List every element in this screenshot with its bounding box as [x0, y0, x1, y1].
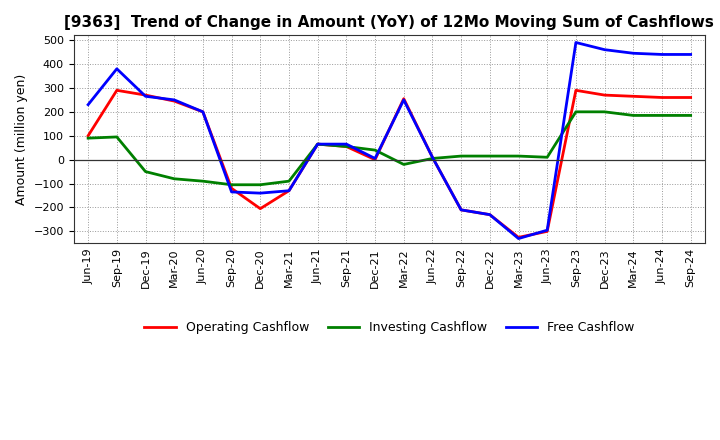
Operating Cashflow: [228, 186, 236, 191]
Investing Cashflow: [199, 179, 207, 184]
Free Cashflow: [141, 94, 150, 99]
Operating Cashflow: [600, 92, 609, 98]
Operating Cashflow: [629, 94, 638, 99]
Free Cashflow: [256, 191, 264, 196]
Investing Cashflow: [284, 179, 293, 184]
Free Cashflow: [199, 109, 207, 114]
Investing Cashflow: [342, 144, 351, 149]
Operating Cashflow: [543, 229, 552, 234]
Operating Cashflow: [284, 188, 293, 193]
Investing Cashflow: [112, 134, 121, 139]
Y-axis label: Amount (million yen): Amount (million yen): [15, 74, 28, 205]
Operating Cashflow: [141, 92, 150, 98]
Free Cashflow: [313, 142, 322, 147]
Investing Cashflow: [428, 156, 437, 161]
Free Cashflow: [170, 97, 179, 103]
Investing Cashflow: [600, 109, 609, 114]
Investing Cashflow: [400, 162, 408, 167]
Investing Cashflow: [543, 154, 552, 160]
Free Cashflow: [629, 51, 638, 56]
Investing Cashflow: [256, 182, 264, 187]
Operating Cashflow: [572, 88, 580, 93]
Operating Cashflow: [485, 212, 494, 217]
Investing Cashflow: [141, 169, 150, 174]
Free Cashflow: [371, 156, 379, 161]
Operating Cashflow: [657, 95, 666, 100]
Investing Cashflow: [228, 182, 236, 187]
Investing Cashflow: [313, 142, 322, 147]
Investing Cashflow: [485, 154, 494, 159]
Free Cashflow: [686, 52, 695, 57]
Investing Cashflow: [170, 176, 179, 181]
Free Cashflow: [228, 189, 236, 194]
Free Cashflow: [456, 207, 465, 213]
Free Cashflow: [485, 212, 494, 217]
Investing Cashflow: [84, 136, 92, 141]
Operating Cashflow: [371, 157, 379, 162]
Free Cashflow: [342, 142, 351, 147]
Free Cashflow: [284, 188, 293, 193]
Operating Cashflow: [199, 109, 207, 114]
Legend: Operating Cashflow, Investing Cashflow, Free Cashflow: Operating Cashflow, Investing Cashflow, …: [140, 316, 639, 339]
Free Cashflow: [543, 227, 552, 233]
Line: Operating Cashflow: Operating Cashflow: [88, 90, 690, 237]
Investing Cashflow: [514, 154, 523, 159]
Operating Cashflow: [112, 88, 121, 93]
Title: [9363]  Trend of Change in Amount (YoY) of 12Mo Moving Sum of Cashflows: [9363] Trend of Change in Amount (YoY) o…: [65, 15, 714, 30]
Free Cashflow: [112, 66, 121, 71]
Operating Cashflow: [428, 154, 437, 160]
Investing Cashflow: [629, 113, 638, 118]
Free Cashflow: [600, 47, 609, 52]
Operating Cashflow: [256, 206, 264, 211]
Operating Cashflow: [84, 133, 92, 139]
Operating Cashflow: [456, 207, 465, 213]
Investing Cashflow: [371, 147, 379, 153]
Free Cashflow: [657, 52, 666, 57]
Investing Cashflow: [572, 109, 580, 114]
Investing Cashflow: [657, 113, 666, 118]
Free Cashflow: [572, 40, 580, 45]
Free Cashflow: [400, 97, 408, 103]
Free Cashflow: [428, 154, 437, 160]
Operating Cashflow: [400, 96, 408, 101]
Free Cashflow: [514, 236, 523, 241]
Operating Cashflow: [514, 235, 523, 240]
Investing Cashflow: [456, 154, 465, 159]
Operating Cashflow: [313, 142, 322, 147]
Operating Cashflow: [170, 99, 179, 104]
Operating Cashflow: [686, 95, 695, 100]
Investing Cashflow: [686, 113, 695, 118]
Line: Free Cashflow: Free Cashflow: [88, 43, 690, 238]
Free Cashflow: [84, 102, 92, 107]
Operating Cashflow: [342, 144, 351, 149]
Line: Investing Cashflow: Investing Cashflow: [88, 112, 690, 185]
